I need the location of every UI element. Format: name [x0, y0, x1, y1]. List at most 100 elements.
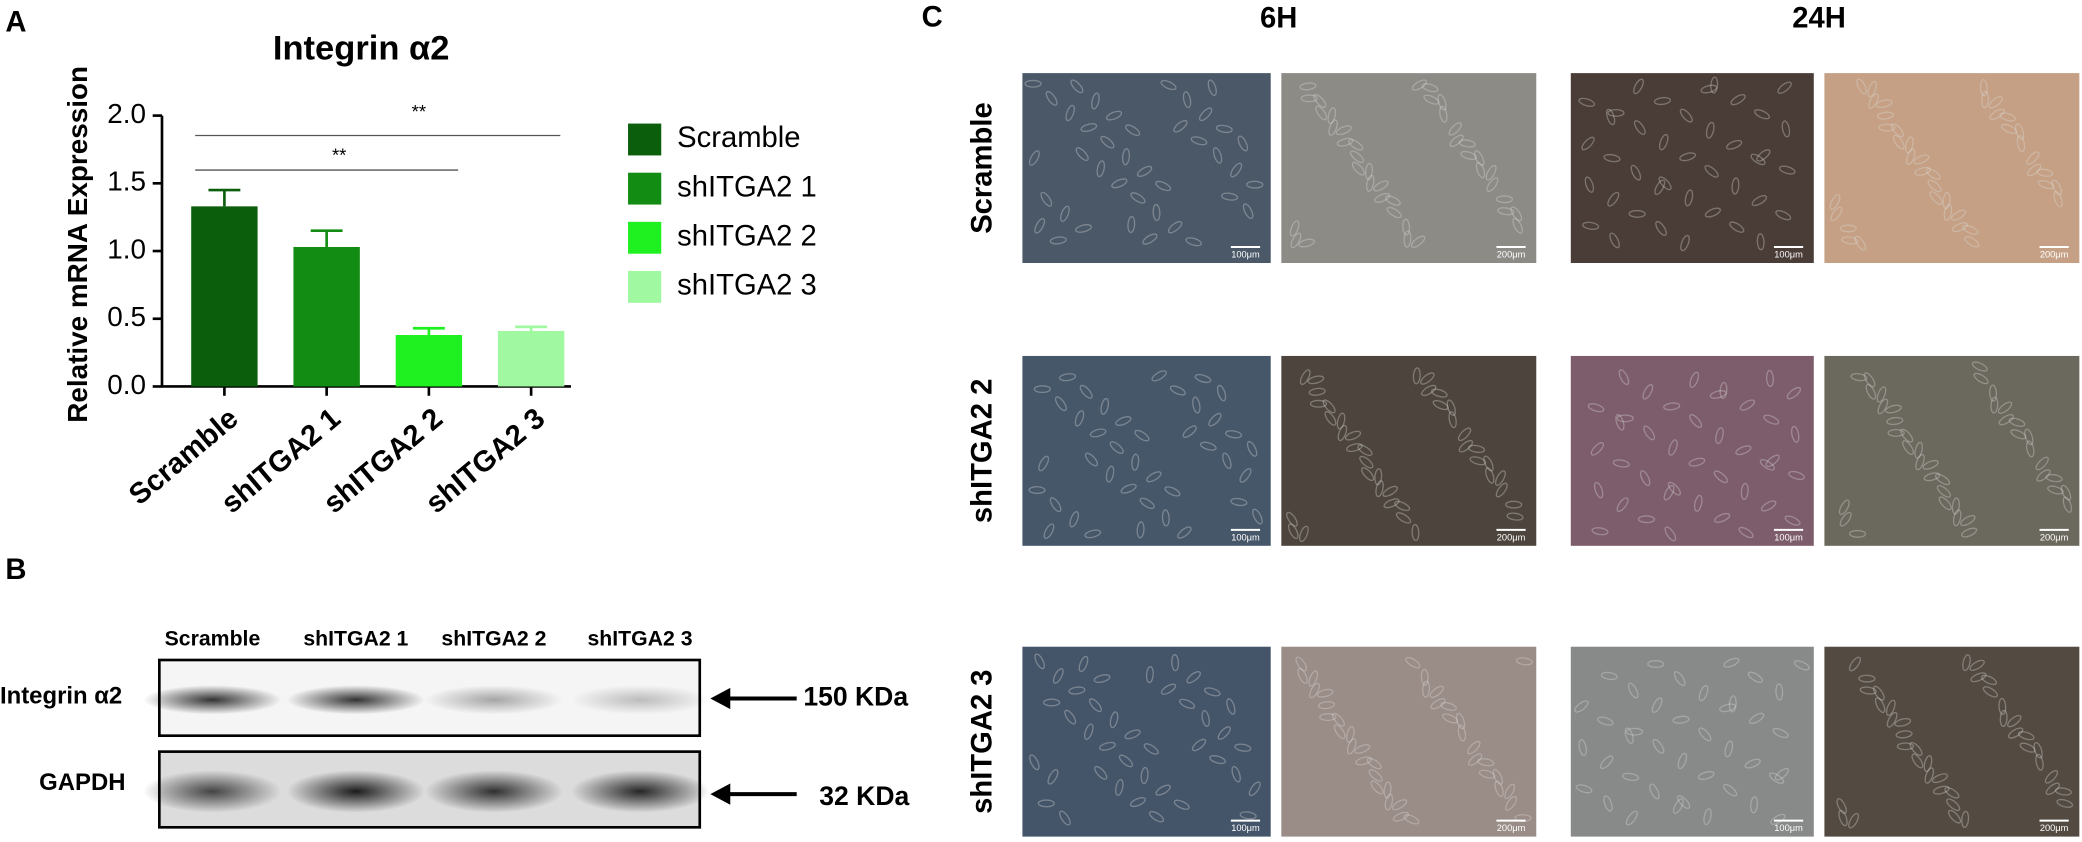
cell	[1120, 483, 1137, 494]
cell	[1394, 500, 1411, 512]
cell	[1432, 399, 1449, 411]
cell	[1327, 107, 1337, 125]
cell	[1663, 484, 1675, 501]
cell	[1237, 135, 1249, 152]
cell	[1449, 134, 1464, 148]
cell	[1990, 396, 1999, 414]
cell	[1143, 743, 1159, 755]
cell	[1515, 657, 1533, 666]
row-label: Scramble	[967, 102, 999, 234]
cell	[1467, 444, 1486, 454]
blot-band	[286, 770, 425, 813]
cell	[1169, 385, 1186, 396]
cell	[1603, 795, 1613, 812]
scale-label: 100μm	[1774, 249, 1803, 259]
cell	[1724, 740, 1734, 758]
cell	[1578, 97, 1596, 107]
cell	[1900, 428, 1914, 443]
cell	[1411, 523, 1420, 542]
cell	[1705, 121, 1715, 139]
cell	[1152, 203, 1161, 222]
cell	[1647, 660, 1665, 668]
cell	[1220, 192, 1239, 201]
cell	[1109, 711, 1119, 729]
cell	[1391, 799, 1408, 811]
cell	[1946, 798, 1961, 812]
legend-swatch	[628, 270, 662, 303]
cell	[1911, 753, 1924, 769]
cell	[1830, 206, 1843, 222]
legend-swatch	[628, 123, 662, 156]
cell	[2016, 134, 2026, 152]
cell	[1364, 162, 1374, 180]
cell	[1222, 452, 1232, 470]
cell	[1173, 119, 1188, 133]
cell	[1653, 96, 1671, 106]
cell	[1226, 698, 1236, 715]
cell	[1422, 680, 1431, 698]
cell	[1049, 236, 1067, 245]
cell	[1345, 443, 1363, 453]
cell	[1070, 79, 1084, 94]
cell	[1836, 798, 1847, 815]
cell	[1354, 744, 1371, 754]
cell	[1673, 671, 1686, 687]
cell	[2056, 798, 2074, 808]
cell	[1878, 123, 1896, 132]
cell	[1467, 740, 1481, 755]
cell	[1738, 526, 1754, 539]
micrograph	[1281, 73, 1537, 263]
cell	[1308, 387, 1326, 396]
cell	[1136, 165, 1153, 177]
cell	[1575, 784, 1593, 794]
blot-band	[286, 685, 425, 715]
cell	[1719, 703, 1736, 713]
cell	[1578, 739, 1588, 757]
cell	[1944, 786, 1960, 799]
cell	[1909, 741, 1923, 756]
cell	[1609, 232, 1620, 249]
cell	[1395, 512, 1412, 524]
chart-title: Integrin α2	[273, 30, 450, 68]
cell	[1751, 195, 1768, 207]
cell	[1182, 91, 1192, 109]
cell	[1199, 441, 1217, 451]
cell	[1848, 656, 1862, 672]
cell	[1201, 709, 1210, 727]
cell	[1936, 484, 1952, 498]
cell	[1115, 778, 1124, 796]
cell	[1997, 401, 2013, 414]
legend-label: shITGA2 2	[677, 220, 817, 252]
cell	[1239, 468, 1252, 483]
micrograph	[1570, 355, 1814, 546]
cell	[1760, 500, 1777, 512]
y-tick-label: 0.5	[107, 301, 146, 332]
cell	[1964, 236, 1980, 248]
cell	[1299, 82, 1317, 91]
cell	[1161, 509, 1170, 527]
cell	[1895, 730, 1913, 739]
micrograph	[1824, 355, 2080, 546]
cell	[1876, 386, 1887, 403]
cell	[1130, 192, 1146, 204]
cell	[1839, 511, 1852, 527]
cell	[1929, 191, 1943, 205]
lane-label: shITGA2 1	[303, 627, 408, 651]
cell	[1875, 99, 1893, 109]
cell	[1458, 139, 1476, 148]
cell	[1467, 753, 1483, 766]
cell	[2007, 714, 2022, 728]
cell	[1505, 500, 1523, 509]
cell	[1078, 655, 1089, 673]
panel-label: C	[922, 1, 943, 33]
cell	[1098, 741, 1116, 751]
cell	[1872, 685, 1885, 701]
panel-label: A	[5, 7, 26, 39]
legend-label: shITGA2 1	[677, 171, 817, 203]
cell	[1392, 811, 1409, 822]
cell	[1765, 454, 1780, 468]
cell	[1034, 217, 1046, 234]
micrograph	[1022, 73, 1271, 263]
cell	[1793, 660, 1810, 671]
cell	[1439, 105, 1448, 123]
